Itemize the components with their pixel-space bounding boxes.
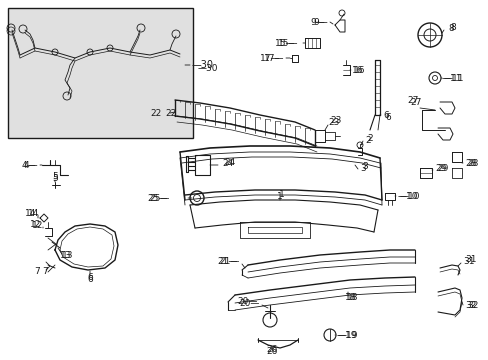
Text: 6: 6: [87, 275, 93, 284]
Text: 9—: 9—: [309, 18, 325, 27]
Text: 3: 3: [361, 162, 367, 171]
Text: 25—: 25—: [147, 194, 168, 202]
Text: 17—: 17—: [263, 54, 284, 63]
Text: 3: 3: [359, 163, 365, 172]
Text: 16: 16: [353, 66, 365, 75]
Text: 6: 6: [384, 113, 390, 122]
Text: —30: —30: [198, 63, 218, 72]
Text: 8: 8: [447, 23, 453, 32]
Text: 7: 7: [42, 267, 48, 276]
Text: 31: 31: [464, 256, 475, 265]
Text: 17—: 17—: [259, 54, 280, 63]
Text: —30: —30: [192, 60, 214, 70]
Text: 32: 32: [464, 301, 475, 310]
Text: 13: 13: [60, 251, 71, 260]
Text: 15—: 15—: [274, 39, 294, 48]
Text: 8: 8: [449, 23, 455, 32]
Text: 24: 24: [222, 158, 233, 167]
Text: —10: —10: [397, 192, 418, 201]
Text: —10: —10: [399, 192, 420, 201]
Text: 7: 7: [34, 267, 40, 276]
Text: 20—: 20—: [239, 298, 260, 307]
Text: 29: 29: [434, 163, 446, 172]
Text: 15—: 15—: [277, 39, 297, 48]
Text: 12: 12: [32, 220, 43, 230]
Text: 28: 28: [466, 158, 477, 167]
Text: 2: 2: [364, 135, 370, 144]
Text: 2: 2: [366, 134, 372, 143]
Text: 4—: 4—: [23, 161, 38, 170]
Text: 12: 12: [30, 220, 41, 229]
Text: 13: 13: [62, 252, 73, 261]
Text: 32: 32: [466, 301, 477, 310]
Text: —19: —19: [337, 330, 358, 339]
Text: 23: 23: [329, 116, 341, 125]
Text: 9—: 9—: [313, 18, 327, 27]
Text: 5: 5: [52, 174, 58, 183]
Text: 24: 24: [224, 158, 235, 166]
Text: 5: 5: [52, 171, 58, 180]
Text: 16: 16: [351, 66, 363, 75]
Text: 21—: 21—: [217, 257, 238, 266]
Text: —19: —19: [336, 330, 357, 339]
Text: 1: 1: [279, 189, 285, 198]
Text: 29: 29: [436, 163, 447, 172]
Text: 22: 22: [150, 108, 162, 117]
Text: 25—: 25—: [149, 194, 170, 202]
Text: —11: —11: [441, 73, 462, 82]
Text: 28: 28: [464, 158, 475, 167]
Text: 26: 26: [266, 347, 277, 356]
Text: 31: 31: [462, 257, 473, 266]
Text: 18: 18: [346, 293, 358, 302]
Bar: [8, 8, 193, 138]
Text: 4—: 4—: [21, 161, 36, 170]
Text: 14: 14: [25, 208, 36, 217]
Text: 23: 23: [327, 117, 339, 126]
Text: 26: 26: [266, 346, 277, 355]
Text: 14: 14: [28, 208, 40, 217]
Text: 18: 18: [345, 293, 356, 302]
Text: 20—: 20—: [237, 297, 258, 306]
Text: 22: 22: [164, 108, 176, 117]
Text: 6: 6: [382, 111, 388, 120]
Text: 21—: 21—: [219, 257, 240, 266]
Text: 27: 27: [406, 95, 418, 104]
Text: —11: —11: [443, 73, 464, 82]
Text: 27: 27: [409, 98, 421, 107]
Text: 1: 1: [277, 192, 282, 201]
Text: 6: 6: [87, 274, 93, 283]
